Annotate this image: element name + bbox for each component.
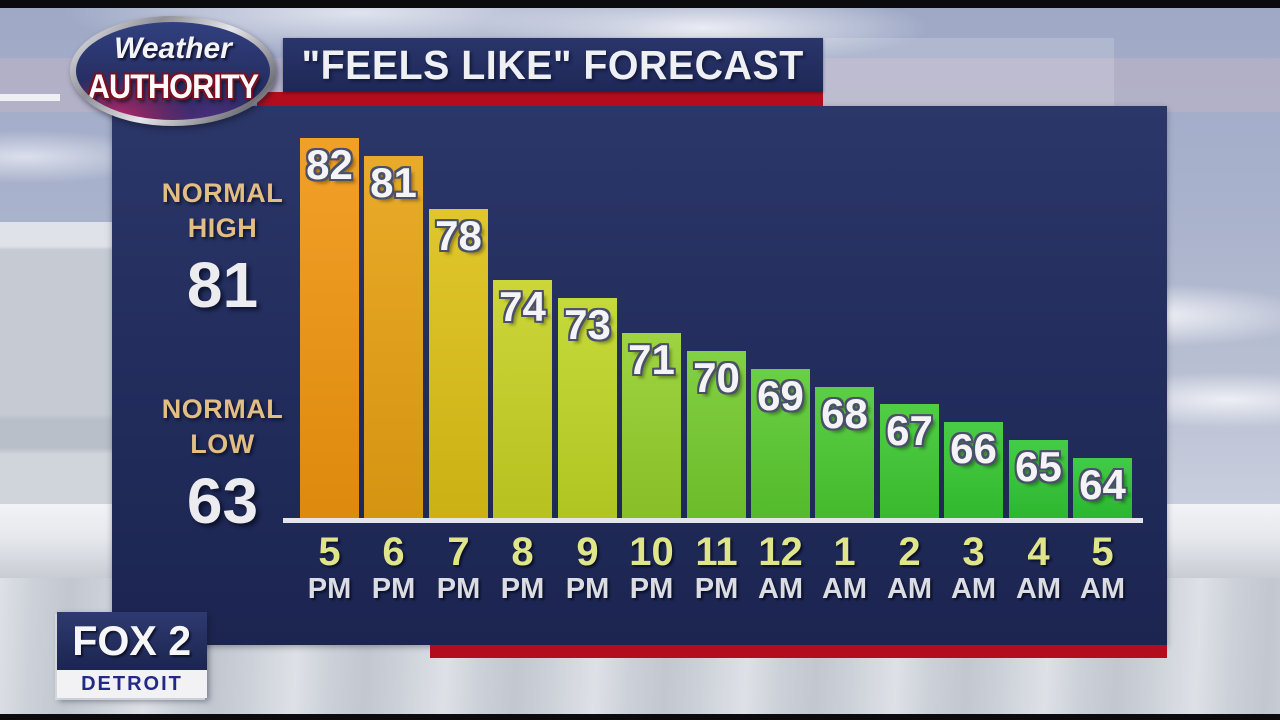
normal-low-value: 63 <box>186 465 259 537</box>
normal-high-annotation: NORMAL HIGH 81 <box>120 176 325 320</box>
header-left-white-line <box>0 94 60 101</box>
x-axis-hour: 12 <box>758 530 803 574</box>
x-axis-label-1am: 1 AM <box>805 532 885 606</box>
x-axis-period: PM <box>436 573 481 605</box>
normal-low-annotation: NORMAL LOW 63 <box>120 392 325 536</box>
x-axis-hour: 9 <box>576 530 599 574</box>
x-axis-hour: 11 <box>695 530 738 574</box>
header-glass-overlay <box>822 38 1114 108</box>
x-axis-period: AM <box>821 573 868 605</box>
bar-value-label: 73 <box>564 301 611 348</box>
bar-4am: 65 <box>1009 440 1068 520</box>
x-axis-label-5am: 5 AM <box>1063 532 1143 606</box>
backdrop-left-bands <box>0 222 112 504</box>
x-axis-hour: 2 <box>898 530 921 574</box>
x-axis-period: PM <box>307 573 352 605</box>
logo-authority-text: AUTHORITY <box>87 68 259 106</box>
detroit-banner: DETROIT <box>57 670 207 698</box>
x-axis-period: AM <box>950 573 997 605</box>
bar-10pm: 71 <box>622 333 681 520</box>
x-axis-hour: 7 <box>447 530 470 574</box>
x-axis-label-7pm: 7 PM <box>419 532 499 606</box>
x-axis-period: PM <box>629 573 674 605</box>
bar-value-label: 69 <box>757 372 804 419</box>
bar-3am: 66 <box>944 422 1003 520</box>
x-axis-label-10pm: 10 PM <box>612 532 692 606</box>
x-axis-period: AM <box>1079 573 1126 605</box>
station-name: FOX 2 <box>72 617 192 664</box>
x-axis-baseline <box>283 518 1143 523</box>
bar-6pm: 81 <box>364 156 423 520</box>
x-axis-period: AM <box>1015 573 1062 605</box>
bar-value-label: 67 <box>886 407 933 454</box>
bar-12am: 69 <box>751 369 810 520</box>
bar-7pm: 78 <box>429 209 488 520</box>
x-axis-period: AM <box>886 573 933 605</box>
logo-weather-text: Weather <box>114 32 232 65</box>
bar-5am: 64 <box>1073 458 1132 520</box>
normal-high-value: 81 <box>186 249 259 321</box>
bar-9pm: 73 <box>558 298 617 520</box>
normal-low-label: NORMAL LOW <box>161 394 284 459</box>
x-axis-period: PM <box>500 573 545 605</box>
x-axis-label-11pm: 11 PM <box>677 532 757 606</box>
weather-authority-logo: Weather AUTHORITY <box>70 16 276 126</box>
x-axis-hour: 8 <box>511 530 534 574</box>
letterbox-bottom-bar <box>0 714 1280 720</box>
bar-value-label: 81 <box>370 159 417 206</box>
bar-2am: 67 <box>880 404 939 520</box>
bar-value-label: 78 <box>435 212 482 259</box>
x-axis-label-4am: 4 AM <box>999 532 1079 606</box>
bar-value-label: 82 <box>306 141 353 188</box>
bar-value-label: 64 <box>1079 461 1126 508</box>
x-axis-label-5pm: 5 PM <box>290 532 370 606</box>
station-city: DETROIT <box>81 672 183 695</box>
x-axis-label-8pm: 8 PM <box>483 532 563 606</box>
fox2-detroit-logo: FOX 2 DETROIT <box>57 612 207 698</box>
bar-8pm: 74 <box>493 280 552 520</box>
x-axis-label-2am: 2 AM <box>870 532 950 606</box>
x-axis-period: PM <box>371 573 416 605</box>
bar-1am: 68 <box>815 387 874 520</box>
x-axis-hour: 6 <box>382 530 405 574</box>
x-axis-period: AM <box>757 573 804 605</box>
header-red-stripe <box>257 92 823 106</box>
bar-value-label: 71 <box>628 336 675 383</box>
normal-high-label: NORMAL HIGH <box>161 178 284 243</box>
bar-value-label: 68 <box>821 390 868 437</box>
bar-value-label: 65 <box>1015 443 1062 490</box>
x-axis-hour: 5 <box>1091 530 1114 574</box>
x-axis-hour: 3 <box>962 530 985 574</box>
x-axis-hour: 5 <box>318 530 341 574</box>
bar-value-label: 70 <box>693 354 740 401</box>
panel-bottom-red-stripe <box>430 645 1167 658</box>
x-axis-period: PM <box>694 573 739 605</box>
fox2-logo-box: FOX 2 <box>57 612 207 670</box>
bar-value-label: 66 <box>950 425 997 472</box>
x-axis-period: PM <box>565 573 610 605</box>
bar-11pm: 70 <box>687 351 746 520</box>
letterbox-top-bar <box>0 0 1280 8</box>
x-axis-hour: 1 <box>833 530 856 574</box>
x-axis-label-9pm: 9 PM <box>548 532 628 606</box>
x-axis-label-3am: 3 AM <box>934 532 1014 606</box>
x-axis-label-6pm: 6 PM <box>354 532 434 606</box>
bar-value-label: 74 <box>499 283 546 330</box>
weather-authority-logo-face: Weather AUTHORITY <box>76 22 270 120</box>
page-title: "FEELS LIKE" FORECAST <box>301 41 805 88</box>
x-axis-hour: 4 <box>1027 530 1050 574</box>
x-axis-label-12am: 12 AM <box>741 532 821 606</box>
x-axis-hour: 10 <box>629 530 674 574</box>
bar-5pm: 82 <box>300 138 359 520</box>
title-bar: "FEELS LIKE" FORECAST <box>283 38 823 92</box>
